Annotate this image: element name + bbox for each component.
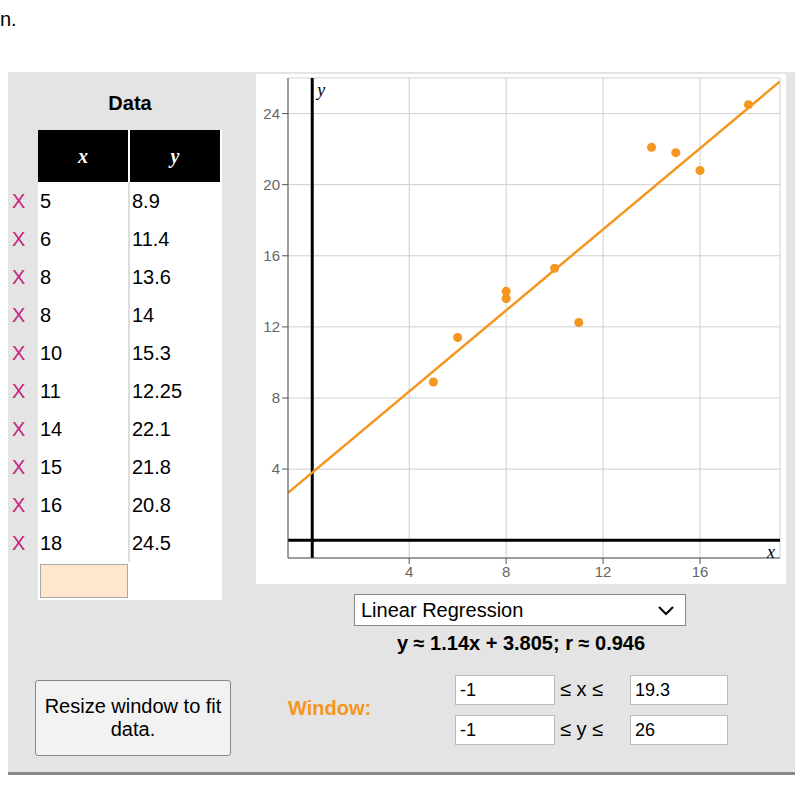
html-text:15: 15 — [40, 456, 63, 478]
html-text:-1: -1 — [460, 720, 476, 740]
html-text:≤ x ≤: ≤ x ≤ — [560, 678, 604, 700]
svg-text:4: 4 — [405, 563, 413, 580]
html-text:8.9: 8.9 — [132, 190, 160, 212]
svg-text:x: x — [766, 542, 775, 562]
html-text:Window:: Window: — [288, 697, 372, 719]
html-text:X: X — [12, 342, 26, 364]
html-text:10: 10 — [40, 342, 63, 364]
html-text:8: 8 — [40, 266, 52, 288]
html-text:12.25: 12.25 — [132, 380, 183, 402]
svg-text:16: 16 — [692, 563, 709, 580]
svg-text:y: y — [315, 80, 325, 100]
html-text:24.5: 24.5 — [132, 532, 171, 554]
html-text:15.3: 15.3 — [132, 342, 171, 364]
html-text:22.1: 22.1 — [132, 418, 171, 440]
svg-text:12: 12 — [595, 563, 612, 580]
html-text:X: X — [12, 304, 26, 326]
svg-text:8: 8 — [502, 563, 510, 580]
html-text:6: 6 — [40, 228, 52, 250]
html-text:X: X — [12, 380, 26, 402]
html-text:X: X — [12, 456, 26, 478]
svg-text:8: 8 — [272, 389, 280, 406]
html-text:Resize window to fit data.: Resize window to fit data. — [44, 695, 222, 740]
svg-text:16: 16 — [263, 247, 280, 264]
html-text:-1: -1 — [460, 680, 476, 700]
html-text:19.3: 19.3 — [635, 680, 670, 700]
html-text:Linear Regression: Linear Regression — [361, 599, 524, 621]
html-text:21.8: 21.8 — [132, 456, 171, 478]
html-text:Data: Data — [108, 92, 152, 114]
html-text:n.: n. — [0, 8, 17, 30]
html-text:X: X — [12, 532, 26, 554]
svg-text:12: 12 — [263, 318, 280, 335]
html-text:X: X — [12, 266, 26, 288]
html-text:18: 18 — [40, 532, 63, 554]
html-text:X: X — [12, 190, 26, 212]
html-text:14: 14 — [40, 418, 63, 440]
html-text:20.8: 20.8 — [132, 494, 171, 516]
svg-text:20: 20 — [263, 176, 280, 193]
html-text:16: 16 — [40, 494, 63, 516]
html-text:11: 11 — [40, 380, 61, 402]
html-text:11.4: 11.4 — [132, 228, 170, 250]
html-text:13.6: 13.6 — [132, 266, 171, 288]
html-text:26: 26 — [635, 720, 655, 740]
html-text:8: 8 — [40, 304, 52, 326]
html-text:14: 14 — [132, 304, 155, 326]
html-text:X: X — [12, 418, 26, 440]
svg-text:4: 4 — [272, 460, 280, 477]
html-text:≤ y ≤: ≤ y ≤ — [560, 718, 604, 740]
html-text:5: 5 — [40, 190, 52, 212]
html-text:y: y — [170, 145, 180, 167]
html-text:X: X — [12, 228, 26, 250]
html-text:x: x — [78, 145, 88, 167]
html-text:y ≈ 1.14x + 3.805; r ≈ 0.946: y ≈ 1.14x + 3.805; r ≈ 0.946 — [396, 632, 646, 654]
html-text:X: X — [12, 494, 26, 516]
svg-text:24: 24 — [263, 105, 280, 122]
